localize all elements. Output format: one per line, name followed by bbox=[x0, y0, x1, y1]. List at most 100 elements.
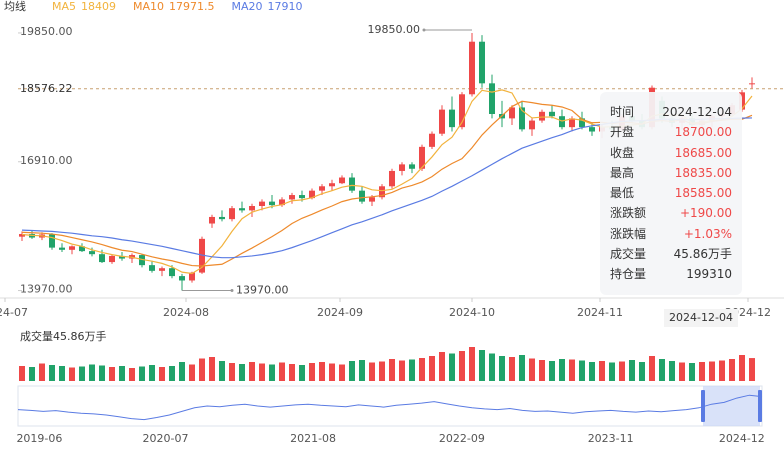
candle-body bbox=[739, 92, 745, 110]
tooltip-label: 持仓量 bbox=[610, 267, 647, 282]
volume-bar bbox=[179, 362, 185, 381]
volume-bar bbox=[609, 362, 615, 381]
x-tick-label: 2024-08 bbox=[163, 306, 209, 319]
legend-name: MA20 bbox=[232, 0, 263, 13]
y-tick-label: 19850.00 bbox=[20, 25, 73, 38]
volume-bar bbox=[349, 361, 355, 381]
volume-bar bbox=[429, 356, 435, 381]
tooltip-label: 最高 bbox=[610, 165, 635, 180]
volume-bar bbox=[49, 365, 55, 381]
candle-body bbox=[139, 255, 145, 266]
tooltip-label: 涨跌额 bbox=[610, 206, 647, 221]
volume-bar bbox=[699, 362, 705, 381]
tooltip-row: 时间 2024-12-04 bbox=[610, 102, 732, 122]
volume-bar bbox=[139, 366, 145, 381]
tooltip-row: 最高 18835.00 bbox=[610, 163, 732, 183]
volume-bar bbox=[149, 365, 155, 381]
candle-body bbox=[519, 107, 525, 130]
volume-bar bbox=[129, 368, 135, 381]
navigator-line bbox=[17, 394, 763, 421]
legend-name: MA10 bbox=[133, 0, 164, 13]
candle-body bbox=[489, 83, 495, 114]
volume-bar bbox=[629, 360, 635, 381]
volume-bar bbox=[639, 362, 645, 381]
volume-bar bbox=[529, 358, 535, 381]
candle-body bbox=[419, 146, 425, 169]
volume-bar bbox=[309, 363, 315, 381]
volume-bar bbox=[489, 353, 495, 381]
candle-body bbox=[119, 255, 125, 259]
volume-bar bbox=[729, 359, 735, 381]
volume-bar bbox=[289, 364, 295, 381]
tooltip-label: 开盘 bbox=[610, 125, 635, 140]
tooltip-value: 18585.00 bbox=[674, 186, 732, 201]
candle-body bbox=[239, 208, 245, 211]
tooltip-value: 45.86万手 bbox=[673, 247, 732, 262]
candle-body bbox=[389, 170, 395, 187]
tooltip-label: 收盘 bbox=[610, 145, 635, 160]
tooltip: 时间 2024-12-04 开盘 18700.00 收盘 18685.00 最高 18835.… bbox=[600, 92, 742, 295]
volume-bar bbox=[379, 361, 385, 381]
candle-body bbox=[339, 177, 345, 184]
volume-bar bbox=[399, 360, 405, 381]
candle-body bbox=[479, 41, 485, 84]
volume-bar bbox=[669, 361, 675, 381]
candle-body bbox=[99, 254, 105, 263]
volume-bar bbox=[329, 363, 335, 381]
navigator-tick-label: 2024-12 bbox=[719, 432, 765, 445]
candle-body bbox=[149, 265, 155, 271]
volume-bar bbox=[59, 366, 65, 381]
volume-bar bbox=[279, 362, 285, 381]
volume-bar bbox=[569, 359, 575, 381]
candle-body bbox=[469, 41, 475, 95]
volume-bar bbox=[549, 361, 555, 381]
volume-bar bbox=[449, 353, 455, 381]
candle-body bbox=[569, 118, 575, 128]
volume-bar bbox=[259, 363, 265, 381]
candle-body bbox=[379, 186, 385, 198]
candle-body bbox=[89, 251, 95, 255]
crosshair-box bbox=[664, 309, 738, 327]
candle-body bbox=[399, 164, 405, 171]
navigator-selection[interactable] bbox=[703, 386, 760, 426]
candle-body bbox=[249, 206, 255, 211]
tooltip-value: 18835.00 bbox=[674, 165, 732, 180]
candle-body bbox=[509, 107, 515, 119]
volume-bar bbox=[339, 364, 345, 381]
candle-body bbox=[179, 276, 185, 281]
high-label: 19850.00 bbox=[368, 23, 421, 36]
volume-bar bbox=[209, 357, 215, 381]
volume-bar bbox=[499, 356, 505, 381]
candle-body bbox=[369, 197, 375, 202]
candle-body bbox=[579, 118, 585, 128]
legend-value: 17971.5 bbox=[169, 0, 215, 13]
volume-bar bbox=[459, 351, 465, 381]
volume-bar bbox=[719, 360, 725, 381]
candle-body bbox=[749, 83, 755, 85]
volume-bar bbox=[679, 362, 685, 381]
volume-bar bbox=[619, 361, 625, 381]
navigator-handle[interactable] bbox=[758, 390, 762, 422]
volume-bar bbox=[19, 366, 25, 381]
navigator-tick-label: 2020-07 bbox=[143, 432, 189, 445]
volume-label: 成交量45.86万手 bbox=[20, 329, 107, 343]
volume-bar bbox=[739, 355, 745, 381]
navigator-handle[interactable] bbox=[701, 390, 705, 422]
volume-bar bbox=[539, 360, 545, 381]
volume-bar bbox=[109, 367, 115, 381]
candle-body bbox=[259, 201, 265, 206]
x-tick-label: 2024-10 bbox=[449, 306, 495, 319]
tooltip-row: 成交量 45.86万手 bbox=[610, 244, 732, 264]
volume-bar bbox=[249, 362, 255, 381]
tooltip-row: 收盘 18685.00 bbox=[610, 143, 732, 163]
candle-body bbox=[589, 127, 595, 132]
tooltip-row: 最低 18585.00 bbox=[610, 183, 732, 203]
volume-bar bbox=[419, 358, 425, 381]
tooltip-label: 涨跌幅 bbox=[610, 226, 647, 241]
candle-body bbox=[269, 201, 275, 206]
volume-bar bbox=[159, 367, 165, 381]
candle-body bbox=[49, 234, 55, 248]
volume-bar bbox=[299, 365, 305, 381]
candle-body bbox=[349, 177, 355, 191]
volume-bar bbox=[479, 350, 485, 381]
